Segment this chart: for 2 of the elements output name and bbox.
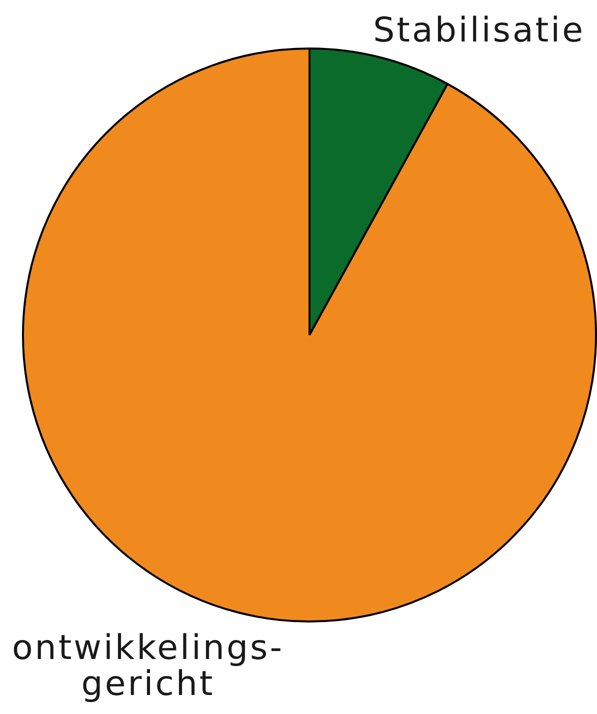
slice-label: Stabilisatie (373, 10, 586, 50)
slice-label: ontwikkelings-gericht (12, 628, 284, 704)
